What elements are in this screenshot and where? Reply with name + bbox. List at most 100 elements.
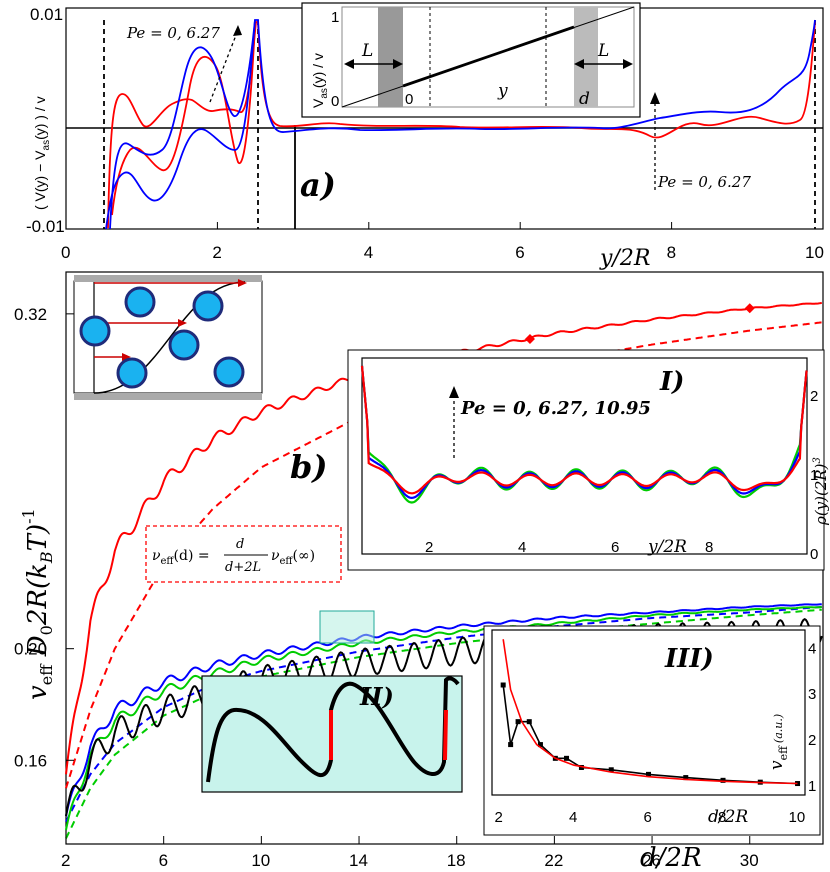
particle-4 [168, 329, 200, 361]
inset-a-arrowhead-r1 [574, 59, 584, 69]
panel-a-xtick-label: 10 [805, 243, 824, 262]
inset-II-curve [206, 676, 460, 783]
inset-II-label: II) [359, 682, 394, 711]
inset-II-jump-2 [443, 709, 448, 761]
inset-I-label: I) [659, 367, 684, 397]
inset-III-point [564, 755, 570, 761]
panel-b-xtick-label: 2 [61, 851, 70, 870]
panel-b-xtick-label: 22 [544, 851, 563, 870]
inset-III-point [646, 771, 651, 777]
panel-a-red-curve [107, 21, 816, 229]
panel-b-xtick-label: 10 [251, 851, 270, 870]
formula-numerator: d [236, 537, 244, 552]
inset-III-ytick-label: 1 [808, 778, 816, 795]
panel-a-inset: L L y d 0 0 1 Vas(y) / v [301, 2, 641, 118]
inset-III-point [500, 682, 506, 688]
panel-b-xtick-label: 30 [740, 851, 759, 870]
inset-III-point [508, 742, 514, 748]
schematic-arrowhead-1 [238, 279, 247, 287]
panel-b-ylabel: veff D02R(kBT)-1 [19, 508, 56, 700]
inset-III-ytick-label: 3 [808, 686, 816, 703]
inset-I-ytick-label: 2 [810, 388, 818, 405]
inset-II: II) [201, 675, 463, 793]
panel-b-series-5 [65, 608, 822, 839]
formula-frame [145, 525, 342, 583]
inset-I-plot [361, 357, 808, 555]
inset-III-xtick-label: 6 [644, 809, 652, 826]
inset-III-point [526, 719, 532, 725]
panel-b-series-1 [65, 321, 822, 789]
channel-schematic [73, 275, 263, 400]
inset-a-zero-y: 0 [331, 93, 339, 110]
panel-a-blue-curve-2 [109, 19, 256, 230]
inset-I-ticks: 2 4 6 8 0 1 2 [425, 388, 818, 563]
panel-a-arrow-right-head [650, 92, 660, 104]
inset-I-ytick-label: 0 [810, 546, 818, 563]
panel-b-xtick-label: 18 [447, 851, 466, 870]
inset-III-series-1 [502, 639, 798, 785]
panel-a: Pe = 0, 6.27 Pe = 0, 6.27 a) 0.01 -0.01 … [26, 5, 824, 271]
inset-a-d-label: d [579, 89, 590, 109]
panel-a-annotation-right: Pe = 0, 6.27 [657, 173, 751, 191]
inset-III-point [683, 775, 689, 781]
inset-a-ylabel: Vas(y) / v [310, 53, 330, 108]
inset-I-ytick-label: 1 [810, 467, 818, 484]
inset-a-diagonal-bold [402, 25, 575, 88]
inset-III-ytick-label: 4 [808, 640, 816, 657]
panel-b-xtick-label: 6 [159, 851, 168, 870]
inset-I-xtick-label: 4 [518, 539, 526, 556]
inset-III-ylabel: veff(a.u.) [767, 714, 790, 770]
panel-a-ytick-bottom: -0.01 [26, 217, 65, 236]
particle-6 [213, 356, 245, 388]
panel-b-label: b) [290, 448, 328, 486]
panel-b-xtick-label: 14 [349, 851, 368, 870]
inset-I-ylabel: ρ(y)(2R)3 [812, 457, 830, 526]
panel-b-xlabel: d/2R [640, 843, 702, 872]
panel-a-ytick-top: 0.01 [30, 5, 63, 24]
inset-I-annotation: Pe = 0, 6.27, 10.95 [460, 398, 651, 419]
panel-b-ytick-label: 0.32 [14, 305, 47, 324]
panel-b-series-3 [65, 605, 822, 823]
panel-a-xlabel: y/2R [599, 246, 650, 271]
panel-a-label: a) [300, 166, 336, 204]
panel-a-xticks: 0 2 4 6 8 10 [61, 222, 824, 262]
particle-3 [79, 315, 111, 347]
inset-III-point [578, 765, 584, 770]
inset-III-xtick-label: 2 [494, 809, 502, 826]
inset-III-xtick-label: 4 [569, 809, 577, 826]
panel-a-annotation-top: Pe = 0, 6.27 [126, 24, 220, 42]
inset-a-wall-left [378, 7, 403, 107]
inset-III-point [608, 767, 614, 773]
panel-a-arrow-top [209, 29, 239, 103]
inset-I-xlabel: y/2R [647, 537, 687, 557]
inset-I: Pe = 0, 6.27, 10.95 I) 2 4 6 8 0 1 2 y/2R ρ(y)… [347, 349, 830, 571]
panel-a-blue-curve [105, 19, 816, 230]
panel-a-xtick-label: 8 [667, 243, 676, 262]
panel-b-ytick-label: 0.20 [14, 640, 47, 659]
inset-III: 2 4 6 8 101 2 3 4 III) d/2R veff(a.u.) [483, 625, 821, 836]
panel-a-xtick-label: 6 [515, 243, 524, 262]
inset-I-arrowhead [449, 386, 459, 398]
inset-a-L-right: L [597, 41, 609, 61]
formula-box: νeff(d) = d d+2L νeff(∞) [145, 525, 342, 583]
inset-I-xtick-label: 8 [705, 539, 713, 556]
formula-denominator: d+2L [225, 560, 261, 575]
panel-a-xtick-label: 4 [364, 243, 373, 262]
inset-I-xtick-label: 2 [425, 539, 433, 556]
particle-5 [116, 357, 148, 389]
inset-III-xlabel: d/2R [708, 807, 748, 827]
formula-lhs: νeff(d) = [152, 548, 210, 567]
inset-a-arrowhead-l1 [344, 59, 354, 69]
inset-III-xtick-label: 10 [789, 809, 806, 826]
schematic-wall-bottom [74, 393, 262, 400]
inset-I-series-2 [360, 365, 808, 495]
inset-III-point [720, 777, 726, 783]
panel-a-xtick-label: 2 [212, 243, 221, 262]
panel-b: 2 6 10 14 18 22 26 300.160.200.32 b) d/2R veff … [14, 271, 824, 872]
particle-1 [124, 286, 156, 318]
panel-b-ticks: 2 6 10 14 18 22 26 300.160.200.32 [14, 305, 759, 870]
panel-b-marker [524, 333, 535, 344]
panel-b-series-2 [65, 603, 822, 817]
schematic-wall-top [74, 275, 262, 282]
inset-a-arrowhead-l2 [393, 59, 403, 69]
